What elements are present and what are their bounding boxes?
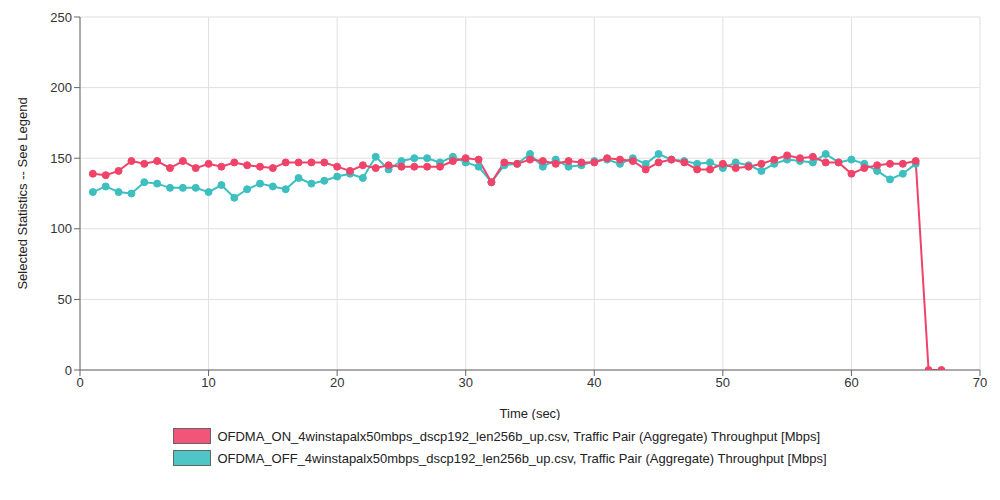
svg-text:10: 10 <box>201 375 215 390</box>
html-text:OFDMA_ON_4winstapalx50mbps_dsc: OFDMA_ON_4winstapalx50mbps_dscp192_len25… <box>217 428 821 444</box>
svg-text:100: 100 <box>50 221 72 236</box>
svg-text:20: 20 <box>330 375 344 390</box>
svg-text:Selected Statistics -- See Leg: Selected Statistics -- See Legend <box>15 97 30 289</box>
svg-text:60: 60 <box>844 375 858 390</box>
svg-text:Time (sec): Time (sec) <box>500 406 561 420</box>
svg-text:50: 50 <box>716 375 730 390</box>
svg-text:200: 200 <box>50 80 72 95</box>
svg-text:70: 70 <box>973 375 987 390</box>
html-text:OFDMA_OFF_4winstapalx50mbps_ds: OFDMA_OFF_4winstapalx50mbps_dscp192_len2… <box>217 450 827 466</box>
svg-text:40: 40 <box>587 375 601 390</box>
svg-text:150: 150 <box>50 151 72 166</box>
svg-text:0: 0 <box>65 363 72 378</box>
svg-text:0: 0 <box>76 375 83 390</box>
svg-text:250: 250 <box>50 10 72 25</box>
svg-text:30: 30 <box>458 375 472 390</box>
svg-text:50: 50 <box>58 292 72 307</box>
